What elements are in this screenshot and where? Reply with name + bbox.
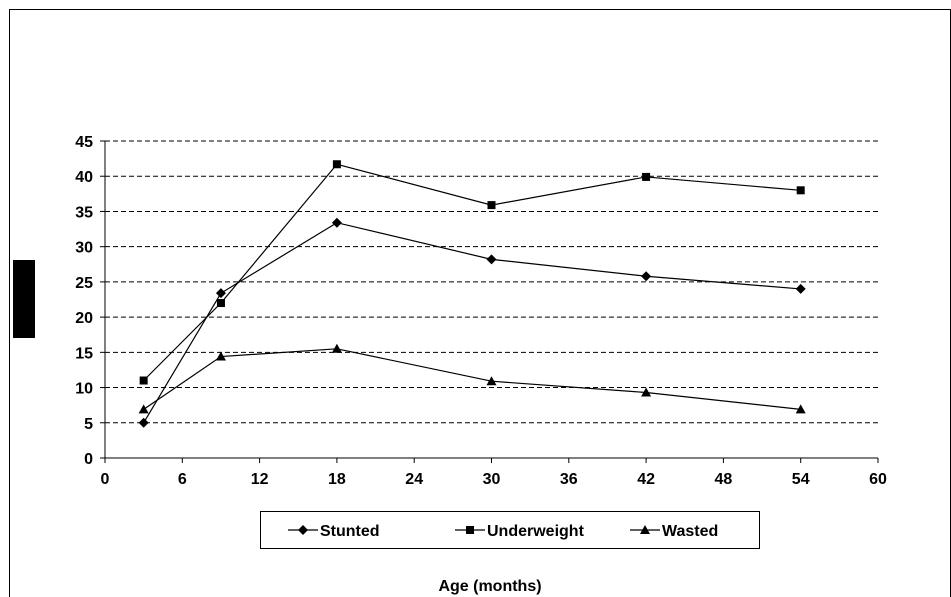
data-point-diamond <box>215 288 226 299</box>
series-underweight <box>139 160 805 385</box>
data-point-diamond <box>138 417 149 428</box>
legend-label: Stunted <box>320 523 380 540</box>
x-tick-label: 60 <box>869 471 887 488</box>
legend-box <box>260 511 760 549</box>
x-tick-label: 48 <box>715 471 733 488</box>
data-point-triangle <box>138 404 149 414</box>
data-point-diamond <box>641 271 652 282</box>
x-tick-label: 54 <box>792 471 810 488</box>
series-line <box>143 348 801 410</box>
x-tick-label: 42 <box>637 471 655 488</box>
y-tick-label: 5 <box>84 416 93 433</box>
data-point-diamond <box>795 283 806 294</box>
axes <box>100 140 879 463</box>
x-tick-label: 6 <box>178 471 187 488</box>
data-point-triangle <box>641 387 652 397</box>
legend-label: Underweight <box>487 523 585 540</box>
x-tick-label: 24 <box>405 471 423 488</box>
data-point-square <box>487 201 496 210</box>
data-point-diamond <box>331 217 342 228</box>
y-tick-labels: 0 5 10 15 20 25 30 35 40 45 <box>75 134 93 468</box>
legend-item-underweight: Underweight <box>455 523 585 540</box>
series-line <box>143 222 801 424</box>
y-tick-label: 0 <box>84 451 93 468</box>
data-point-square <box>642 172 651 181</box>
y-tick-label: 10 <box>75 381 93 398</box>
y-tick-label: 30 <box>75 240 93 257</box>
y-tick-label: 15 <box>75 345 93 362</box>
side-marker <box>13 260 35 338</box>
x-axis-label: Age (months) <box>438 578 541 595</box>
y-tick-label: 40 <box>75 169 93 186</box>
legend-item-wasted: Wasted <box>630 523 718 540</box>
data-point-triangle <box>331 343 342 353</box>
x-tick-label: 0 <box>101 471 110 488</box>
data-point-triangle <box>215 351 226 361</box>
x-tick-label: 18 <box>328 471 346 488</box>
data-point-triangle <box>486 376 497 386</box>
y-tick-label: 20 <box>75 310 93 327</box>
series-lines <box>138 160 806 428</box>
data-point-square <box>466 526 474 534</box>
x-tick-label: 36 <box>560 471 578 488</box>
data-point-square <box>796 186 805 195</box>
data-point-square <box>216 299 225 308</box>
series-line <box>143 163 801 381</box>
data-point-diamond <box>298 525 308 535</box>
data-point-square <box>139 376 148 385</box>
y-tick-label: 35 <box>75 204 93 221</box>
legend: Stunted Underweight Wasted <box>260 511 760 549</box>
data-point-square <box>332 160 341 169</box>
x-tick-label: 12 <box>251 471 269 488</box>
data-point-triangle <box>640 525 650 534</box>
y-tick-label: 25 <box>75 275 93 292</box>
legend-item-stunted: Stunted <box>288 523 380 540</box>
y-tick-label: 45 <box>75 134 93 151</box>
x-tick-labels: 0 6 12 18 24 30 36 42 48 54 60 <box>101 471 887 488</box>
data-point-diamond <box>486 254 497 265</box>
data-point-triangle <box>795 404 806 414</box>
legend-label: Wasted <box>662 523 718 540</box>
chart-border <box>9 9 951 597</box>
series-wasted <box>138 343 806 414</box>
series-stunted <box>138 217 806 428</box>
x-tick-label: 30 <box>483 471 501 488</box>
gridlines <box>105 140 878 424</box>
